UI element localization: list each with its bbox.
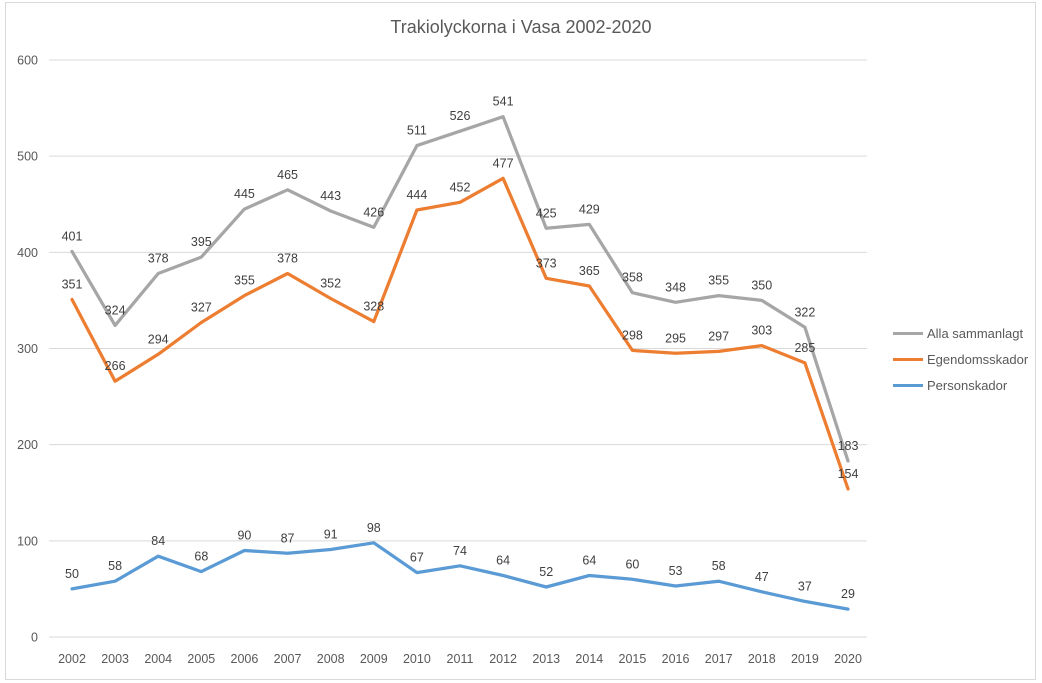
data-label-personskador: 90 <box>237 528 251 542</box>
data-label-egendomsskador: 327 <box>191 301 212 315</box>
data-label-egendomsskador: 365 <box>579 264 600 278</box>
x-axis-tick-label: 2007 <box>274 652 302 666</box>
data-label-alla-sammanlagt: 324 <box>105 303 126 317</box>
x-axis-tick-label: 2014 <box>575 652 603 666</box>
y-axis-tick-label: 300 <box>17 342 38 356</box>
x-axis-tick-label: 2004 <box>144 652 172 666</box>
data-label-personskador: 60 <box>625 557 639 571</box>
data-label-personskador: 29 <box>841 587 855 601</box>
data-label-egendomsskador: 444 <box>406 188 427 202</box>
legend-item-personskador: Personskador <box>893 372 1028 398</box>
x-axis-tick-label: 2018 <box>748 652 776 666</box>
legend-line-swatch <box>893 383 923 387</box>
data-label-personskador: 84 <box>151 534 165 548</box>
legend-item-egendomsskador: Egendomsskador <box>893 346 1028 372</box>
data-label-personskador: 52 <box>539 565 553 579</box>
y-axis-tick-label: 100 <box>17 534 38 548</box>
data-label-personskador: 58 <box>712 559 726 573</box>
data-label-egendomsskador: 351 <box>62 277 83 291</box>
data-label-egendomsskador: 154 <box>838 467 859 481</box>
data-label-egendomsskador: 266 <box>105 359 126 373</box>
data-label-personskador: 87 <box>281 531 295 545</box>
data-label-personskador: 37 <box>798 579 812 593</box>
data-label-personskador: 67 <box>410 551 424 565</box>
legend-line-swatch <box>893 331 923 335</box>
series-line-alla-sammanlagt <box>70 115 850 463</box>
data-label-personskador: 64 <box>496 553 510 567</box>
data-label-alla-sammanlagt: 395 <box>191 235 212 249</box>
legend-item-alla-sammanlagt: Alla sammanlagt <box>893 320 1028 346</box>
data-label-alla-sammanlagt: 358 <box>622 271 643 285</box>
data-label-alla-sammanlagt: 322 <box>794 305 815 319</box>
data-label-personskador: 47 <box>755 570 769 584</box>
x-axis-tick-label: 2020 <box>834 652 862 666</box>
chart-title: Trakiolyckorna i Vasa 2002-2020 <box>390 17 652 37</box>
x-axis-tick-label: 2011 <box>447 652 474 666</box>
x-axis-tick-label: 2017 <box>705 652 733 666</box>
y-axis-tick-label: 600 <box>17 54 38 68</box>
data-label-alla-sammanlagt: 355 <box>708 274 729 288</box>
data-label-egendomsskador: 352 <box>320 276 341 290</box>
legend-label: Egendomsskador <box>927 351 1029 367</box>
x-axis-tick-label: 2013 <box>532 652 560 666</box>
data-label-alla-sammanlagt: 350 <box>751 278 772 292</box>
legend-label: Personskador <box>927 377 1008 393</box>
data-label-personskador: 68 <box>194 550 208 564</box>
data-label-personskador: 58 <box>108 559 122 573</box>
x-axis-tick-label: 2006 <box>231 652 259 666</box>
x-axis-tick-label: 2016 <box>662 652 690 666</box>
data-label-egendomsskador: 303 <box>751 324 772 338</box>
data-label-egendomsskador: 295 <box>665 331 686 345</box>
data-label-alla-sammanlagt: 426 <box>363 205 384 219</box>
data-label-egendomsskador: 378 <box>277 251 298 265</box>
data-label-alla-sammanlagt: 465 <box>277 168 298 182</box>
x-axis-tick-label: 2010 <box>403 652 431 666</box>
legend: Alla sammanlagt Egendomsskador Personskado… <box>893 320 1028 398</box>
data-label-egendomsskador: 373 <box>536 256 557 270</box>
data-label-alla-sammanlagt: 443 <box>320 189 341 203</box>
series-line-personskador <box>70 541 850 611</box>
series-line-egendomsskador <box>70 176 850 491</box>
data-label-alla-sammanlagt: 541 <box>493 95 514 109</box>
x-axis-tick-label: 2015 <box>619 652 647 666</box>
data-label-alla-sammanlagt: 526 <box>450 109 471 123</box>
data-label-egendomsskador: 294 <box>148 332 169 346</box>
data-label-alla-sammanlagt: 183 <box>838 439 859 453</box>
data-label-alla-sammanlagt: 445 <box>234 187 255 201</box>
data-label-alla-sammanlagt: 429 <box>579 202 600 216</box>
x-axis-tick-label: 2019 <box>791 652 819 666</box>
data-label-alla-sammanlagt: 425 <box>536 206 557 220</box>
x-axis-tick-label: 2009 <box>360 652 388 666</box>
data-label-personskador: 64 <box>582 553 596 567</box>
data-label-egendomsskador: 328 <box>363 300 384 314</box>
data-label-personskador: 53 <box>669 564 683 578</box>
y-axis-tick-label: 400 <box>17 246 38 260</box>
data-label-egendomsskador: 298 <box>622 328 643 342</box>
data-label-personskador: 50 <box>65 567 79 581</box>
x-axis-tick-label: 2003 <box>101 652 129 666</box>
data-label-egendomsskador: 297 <box>708 329 729 343</box>
data-label-personskador: 74 <box>453 544 467 558</box>
legend-label: Alla sammanlagt <box>927 325 1024 341</box>
data-label-egendomsskador: 477 <box>493 156 514 170</box>
data-label-egendomsskador: 285 <box>794 341 815 355</box>
data-label-personskador: 91 <box>324 527 338 541</box>
y-axis-tick-label: 500 <box>17 150 38 164</box>
data-label-alla-sammanlagt: 511 <box>407 124 427 138</box>
data-label-alla-sammanlagt: 348 <box>665 280 686 294</box>
x-axis-tick-label: 2002 <box>58 652 86 666</box>
legend-line-swatch <box>893 357 923 361</box>
data-label-alla-sammanlagt: 378 <box>148 251 169 265</box>
x-axis-tick-label: 2005 <box>187 652 215 666</box>
data-label-personskador: 98 <box>367 521 381 535</box>
data-label-egendomsskador: 452 <box>450 180 471 194</box>
data-label-alla-sammanlagt: 401 <box>62 229 83 243</box>
y-axis-tick-label: 200 <box>17 438 38 452</box>
x-axis-tick-label: 2012 <box>489 652 517 666</box>
y-axis-tick-label: 0 <box>31 631 38 645</box>
data-label-egendomsskador: 355 <box>234 274 255 288</box>
x-axis-tick-label: 2008 <box>317 652 345 666</box>
